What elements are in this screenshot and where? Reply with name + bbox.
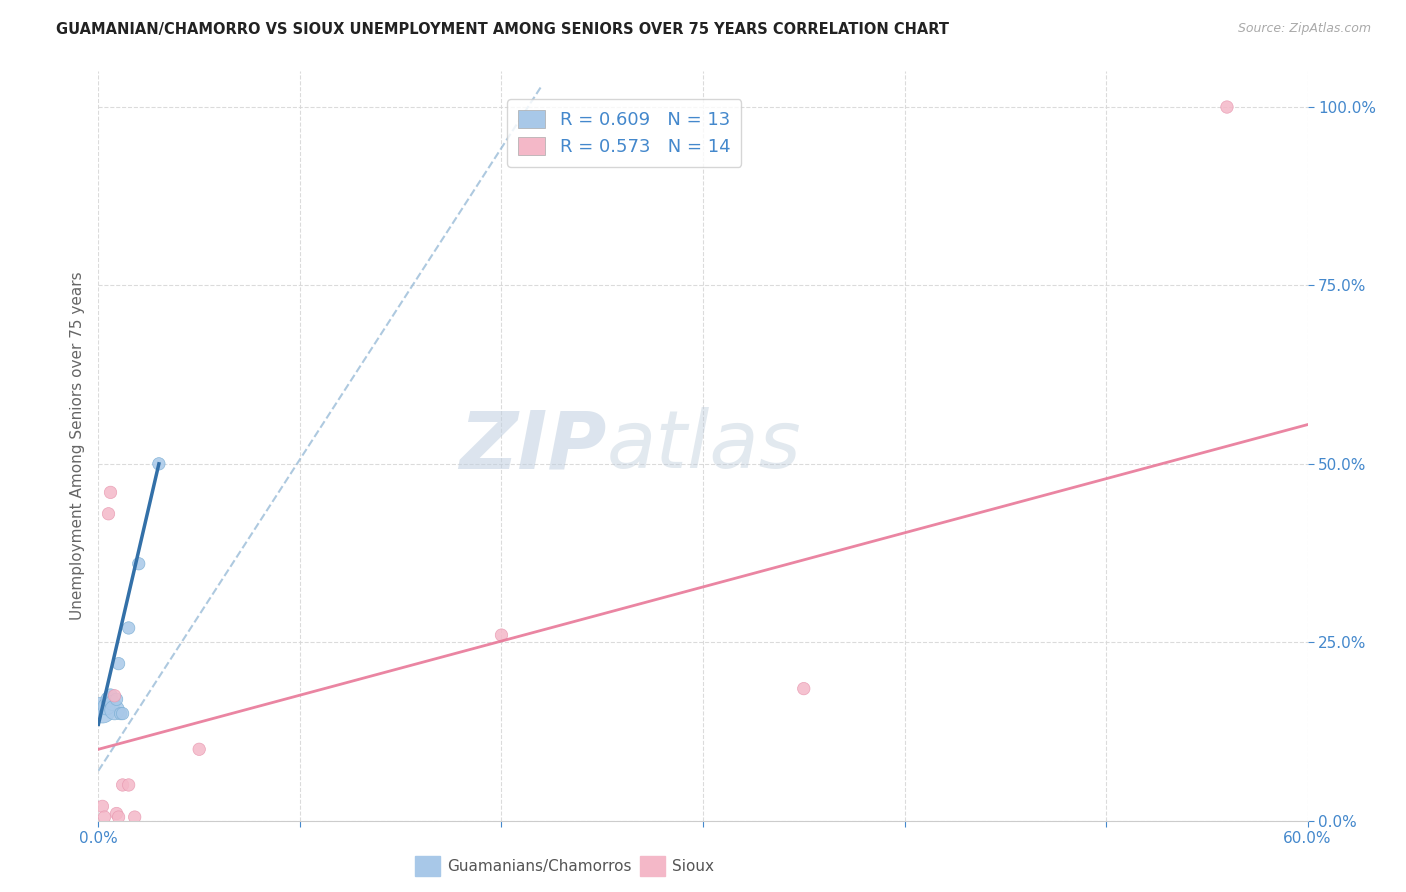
Point (103, 703, 125, 717)
Point (103, 689, 125, 703)
Point (107, 810, 129, 824)
Point (118, 621, 141, 635)
Point (93, 810, 115, 824)
Point (107, 657, 129, 671)
Point (100, 689, 122, 703)
Point (105, 806, 128, 821)
Point (91, 799, 114, 814)
Point (128, 557, 150, 571)
Text: Guamanians/Chamorros: Guamanians/Chamorros (447, 859, 631, 873)
Point (148, 457, 170, 471)
Point (188, 742, 211, 756)
Point (97, 692, 120, 706)
Point (118, 778, 141, 792)
Point (96, 699, 118, 714)
Text: ZIP: ZIP (458, 407, 606, 485)
Text: Sioux: Sioux (672, 859, 714, 873)
Point (101, 696, 124, 710)
Text: atlas: atlas (606, 407, 801, 485)
Legend: R = 0.609   N = 13, R = 0.573   N = 14: R = 0.609 N = 13, R = 0.573 N = 14 (508, 99, 741, 167)
Point (111, 706, 134, 721)
Point (97, 507, 120, 521)
Point (491, 628, 513, 642)
Point (1216, 100, 1239, 114)
Point (111, 778, 134, 792)
Text: GUAMANIAN/CHAMORRO VS SIOUX UNEMPLOYMENT AMONG SENIORS OVER 75 YEARS CORRELATION: GUAMANIAN/CHAMORRO VS SIOUX UNEMPLOYMENT… (56, 22, 949, 37)
Point (793, 681, 815, 696)
Point (100, 485, 122, 500)
Point (124, 810, 146, 824)
Point (91, 703, 114, 717)
Point (110, 706, 132, 721)
Y-axis label: Unemployment Among Seniors over 75 years: Unemployment Among Seniors over 75 years (69, 272, 84, 620)
Text: Source: ZipAtlas.com: Source: ZipAtlas.com (1237, 22, 1371, 36)
Point (105, 692, 128, 706)
